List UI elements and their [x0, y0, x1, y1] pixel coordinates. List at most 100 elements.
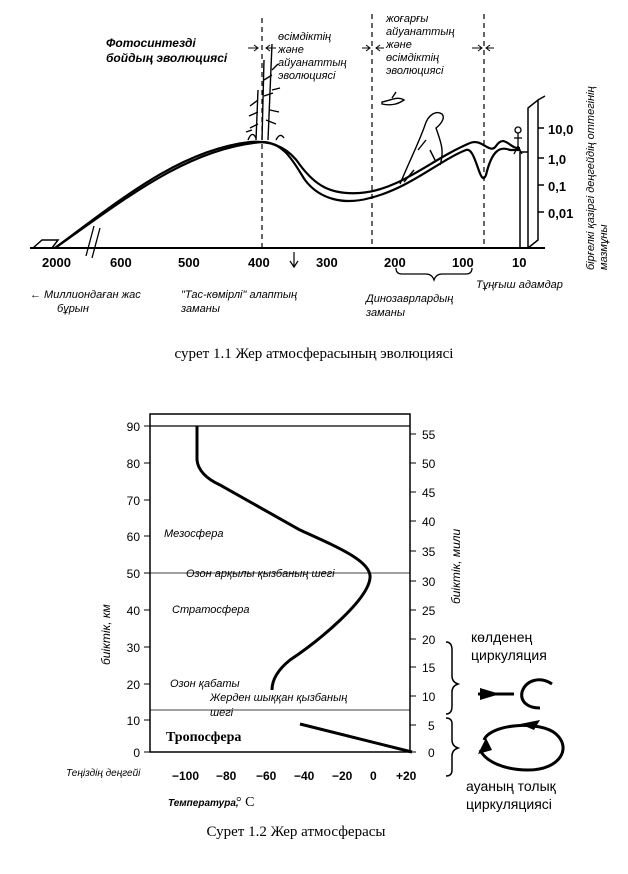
km-tick: 90	[127, 420, 141, 434]
temp-tick: −60	[256, 769, 277, 783]
first-humans-label: Тұңғыш адамдар	[476, 279, 563, 291]
mile-tick: 15	[422, 661, 436, 675]
plants-label: айуанаттың	[278, 57, 347, 69]
km-axis-label: биіктік, км	[99, 604, 113, 665]
oxygen-tick: 10,0	[548, 122, 573, 137]
full-circulation-arrow-icon	[478, 720, 565, 772]
earth-heat-label: шегі	[210, 707, 234, 719]
temperature-axis-label: Температура,	[168, 798, 239, 809]
temp-tick: −40	[294, 769, 315, 783]
full-circulation-brace	[445, 717, 461, 777]
horizontal-circulation-label: көлденең	[471, 629, 533, 645]
left-block	[31, 239, 60, 249]
figure1-caption: сурет 1.1 Жер атмосферасының эволюциясі	[175, 346, 454, 362]
temperature-ticks: −100 −80 −60 −40 −20 0 +20	[172, 769, 417, 783]
higher-label: өсімдіктің	[386, 52, 439, 64]
oxygen-tick: 0,1	[548, 179, 566, 194]
mile-tick: 20	[422, 633, 436, 647]
dinosaur-brace	[395, 267, 473, 283]
oxygen-scale-box	[519, 98, 539, 249]
temp-tick: −80	[216, 769, 237, 783]
miles-axis-label: биіктік, мили	[449, 528, 463, 604]
x-tick: 200	[384, 255, 406, 270]
km-tick: 30	[127, 641, 141, 655]
temp-tick: 0	[370, 769, 377, 783]
temp-tick: −20	[332, 769, 353, 783]
km-tick: 60	[127, 530, 141, 544]
mile-tick: 40	[422, 515, 436, 529]
oxygen-curve-upper	[54, 140, 521, 249]
km-tick: 0	[133, 746, 140, 760]
chart-frame	[149, 413, 411, 753]
x-tick: 400	[248, 255, 270, 270]
oxygen-axis-label: бірғелкі қазіргі деңгейдің оттегінің маз…	[585, 86, 610, 270]
x-ticks: 2000 600 500 400 300 200 100 10	[42, 255, 526, 270]
higher-label: және	[385, 39, 412, 51]
figure2-caption: Сурет 1.2 Жер атмосферасы	[207, 824, 386, 840]
earth-heat-label: Жерден шыққан қызбаның	[209, 692, 347, 704]
x-tick: 300	[316, 255, 338, 270]
higher-label: эволюциясі	[386, 65, 444, 77]
km-tick: 80	[127, 457, 141, 471]
mile-tick: 0	[428, 746, 435, 760]
troposphere-line	[299, 722, 413, 754]
km-tick: 20	[127, 678, 141, 692]
plant-illustration	[245, 43, 285, 141]
dinosaur-age-label: Динозаврлардың	[364, 293, 453, 305]
mile-tick: 25	[422, 604, 436, 618]
coal-age-label: заманы	[180, 303, 220, 315]
plants-label: және	[277, 44, 304, 56]
evolution-figure: 2000 600 500 400 300 200 100 10 10,0 1,0…	[30, 13, 610, 362]
km-ticks: 90 80 70 60 50 40 30 20 10 0	[127, 420, 150, 760]
x-tick: 100	[452, 255, 474, 270]
km-tick: 40	[127, 604, 141, 618]
photosynthesis-label: Фотосинтезді	[106, 36, 196, 50]
km-tick: 50	[127, 567, 141, 581]
troposphere-label: Тропосфера	[166, 730, 241, 745]
mile-tick: 35	[422, 545, 436, 559]
plants-label: эволюциясі	[278, 70, 336, 82]
temp-tick: −100	[172, 769, 199, 783]
mile-tick: 55	[422, 428, 436, 442]
coal-arrow-icon	[289, 252, 299, 269]
dinosaur-illustration	[381, 91, 445, 185]
plants-label: өсімдіктің	[278, 31, 331, 43]
ozone-layer-label: Озон қабаты	[170, 678, 240, 690]
mile-tick: 50	[422, 457, 436, 471]
dinosaur-age-label: заманы	[365, 307, 405, 319]
horizontal-circulation-brace	[445, 641, 461, 715]
x-tick: 500	[178, 255, 200, 270]
full-circulation-label: циркуляциясі	[466, 796, 552, 812]
million-years-label: ← Миллиондаған жас	[30, 289, 141, 301]
million-years-label: бұрын	[57, 303, 89, 315]
temperature-unit: ° С	[236, 795, 254, 810]
atmosphere-figure: 90 80 70 60 50 40 30 20 10 0 55 50 45 40…	[66, 413, 565, 840]
km-tick: 10	[127, 714, 141, 728]
svg-text:бірғелкі қазіргі деңгейдің отт: бірғелкі қазіргі деңгейдің оттегінің	[585, 86, 597, 270]
oxygen-tick: 0,01	[548, 206, 573, 221]
mile-tick: 45	[422, 486, 436, 500]
horizontal-circulation-label: циркуляция	[471, 647, 547, 663]
mile-tick: 30	[422, 575, 436, 589]
mile-tick: 10	[422, 690, 436, 704]
sea-level-label: Теңіздің деңгейі	[66, 768, 141, 779]
human-illustration	[513, 126, 523, 155]
km-tick: 70	[127, 494, 141, 508]
temp-tick: +20	[396, 769, 417, 783]
photosynthesis-label: бойдың эволюциясі	[106, 51, 228, 65]
oxygen-curve-lower	[54, 140, 520, 249]
mesosphere-label: Мезосфера	[164, 528, 223, 540]
x-tick: 600	[110, 255, 132, 270]
coal-age-label: "Тас-көмірлі" алаптың	[181, 289, 297, 301]
horizontal-circulation-arrow-icon	[478, 678, 553, 710]
higher-label: жоғарғы	[385, 13, 428, 25]
full-circulation-label: ауаның толық	[466, 778, 557, 794]
x-tick: 10	[512, 255, 526, 270]
stratosphere-label: Стратосфера	[172, 604, 250, 616]
mile-ticks: 55 50 45 40 35 30 25 20 15 10 5 0	[410, 428, 436, 760]
ozone-heat-label: Озон арқылы қызбаның шегі	[186, 568, 335, 580]
mile-tick: 5	[428, 719, 435, 733]
axis-break	[85, 225, 101, 259]
x-tick: 2000	[42, 255, 71, 270]
